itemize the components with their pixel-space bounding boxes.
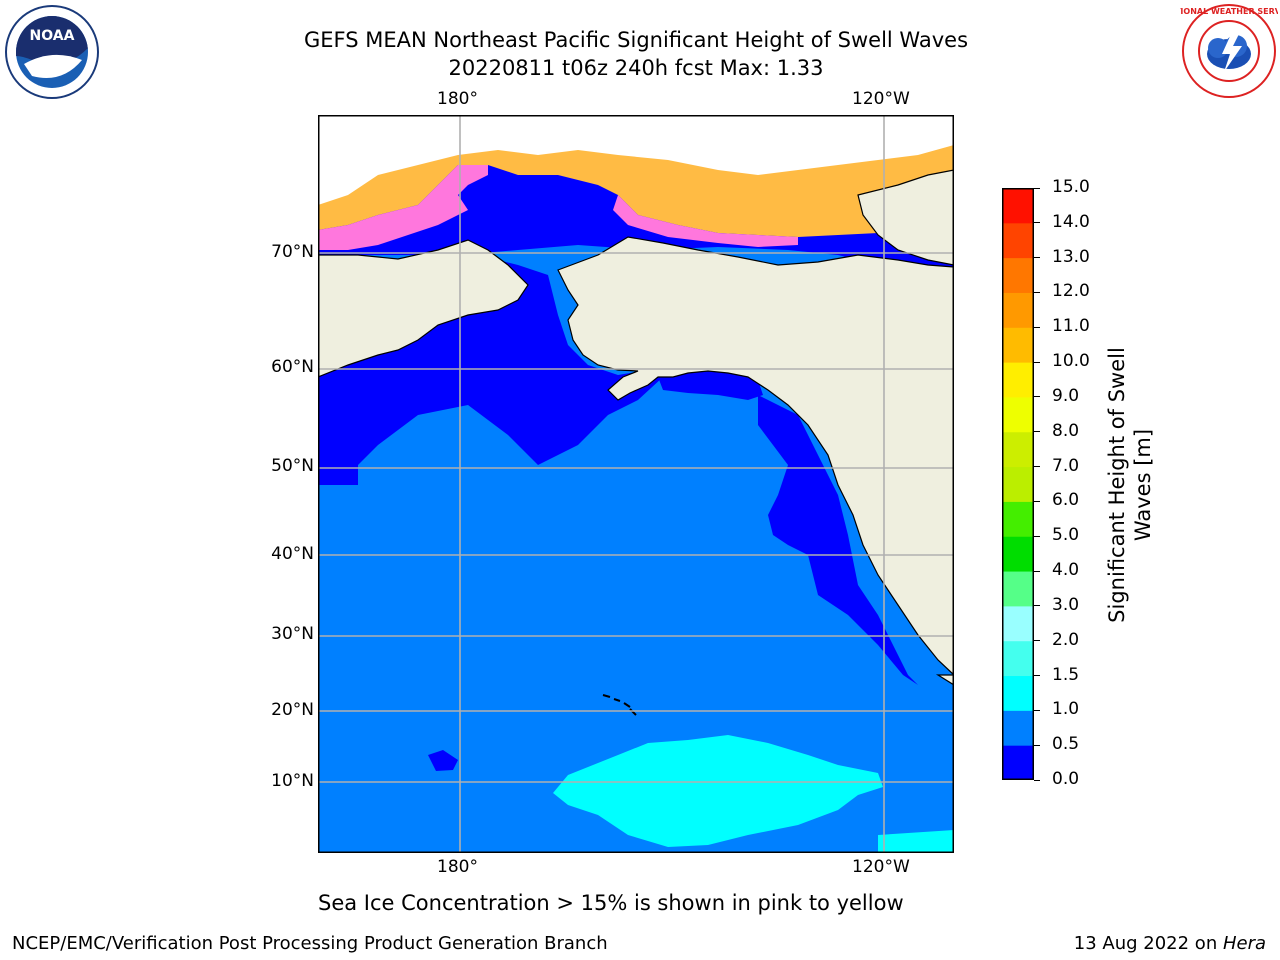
- nws-logo: NATIONAL WEATHER SERVICE: [1163, 2, 1280, 100]
- colorbar-tick-label: 2.0: [1052, 629, 1080, 650]
- colorbar-segment: [1002, 466, 1034, 502]
- colorbar-tick-label: 0.0: [1052, 769, 1080, 789]
- land-hawaii: [602, 694, 637, 716]
- colorbar-tick-mark: [1034, 187, 1040, 189]
- sea-ice-pink-east: [613, 195, 798, 247]
- lat-label-20n: 20°N: [271, 700, 314, 720]
- land-mexico: [935, 674, 954, 686]
- page-title: GEFS MEAN Northeast Pacific Significant …: [303, 28, 969, 52]
- high-swell-tropics: [553, 735, 883, 847]
- footer-host: Hera: [1222, 933, 1266, 954]
- colorbar-border: [1002, 188, 1034, 780]
- colorbar-tick-mark: [1034, 640, 1040, 642]
- colorbar-tick-mark: [1034, 257, 1040, 259]
- colorbar-tick-mark: [1034, 709, 1040, 711]
- colorbar-tick-label: 15.0: [1052, 177, 1090, 197]
- colorbar: [1002, 188, 1034, 781]
- colorbar-tick-mark: [1034, 570, 1040, 572]
- colorbar-label-line1: Significant Height of Swell: [1105, 347, 1129, 623]
- colorbar-tick-mark: [1034, 744, 1040, 746]
- colorbar-segment: [1002, 710, 1034, 746]
- noaa-logo-text: NOAA: [30, 28, 75, 44]
- colorbar-segment: [1002, 571, 1034, 607]
- colorbar-tick-label: 14.0: [1052, 211, 1090, 232]
- colorbar-tick-label: 6.0: [1052, 490, 1080, 511]
- low-swell-gulf-alaska: [658, 371, 763, 400]
- colorbar-segment: [1002, 222, 1034, 259]
- colorbar-tick-label: 0.5: [1052, 734, 1080, 755]
- colorbar-tick-label: 8.0: [1052, 420, 1080, 441]
- colorbar-segment: [1002, 257, 1034, 293]
- colorbar-tick-label: 1.5: [1052, 664, 1080, 685]
- noaa-logo: NOAA: [2, 4, 102, 100]
- footer-date: 13 Aug 2022 on: [1073, 933, 1223, 954]
- lon-label-top-120w: 120°W: [852, 89, 910, 109]
- colorbar-segment: [1002, 327, 1034, 363]
- colorbar-tick-mark: [1034, 535, 1040, 537]
- colorbar-tick-mark: [1034, 605, 1040, 607]
- lon-label-top-180: 180°: [437, 89, 478, 109]
- colorbar-svg: [1002, 188, 1034, 781]
- colorbar-tick-label: 4.0: [1052, 560, 1080, 581]
- colorbar-tick-mark: [1034, 291, 1040, 293]
- page-subtitle: 20220811 t06z 240h fcst Max: 1.33: [448, 56, 824, 80]
- colorbar-segment: [1002, 292, 1034, 328]
- colorbar-tick-label: 13.0: [1052, 246, 1090, 267]
- colorbar-tick-mark: [1034, 500, 1040, 502]
- sea-ice-note: Sea Ice Concentration > 15% is shown in …: [318, 891, 904, 915]
- map-panel: [318, 115, 954, 853]
- lon-label-bottom-180: 180°: [437, 857, 478, 877]
- colorbar-label-line2: Waves [m]: [1131, 428, 1155, 542]
- lat-label-40n: 40°N: [271, 544, 314, 564]
- colorbar-tick-label: 10.0: [1052, 351, 1090, 372]
- colorbar-segment: [1002, 501, 1034, 537]
- lat-label-70n: 70°N: [271, 242, 314, 262]
- map-svg: [318, 115, 954, 853]
- high-swell-se-corner: [878, 830, 954, 853]
- colorbar-tick-mark: [1034, 326, 1040, 328]
- nws-logo-text: NATIONAL WEATHER SERVICE: [1180, 7, 1278, 16]
- colorbar-tick-label: 12.0: [1052, 281, 1090, 302]
- colorbar-segment: [1002, 188, 1034, 224]
- footer-left: NCEP/EMC/Verification Post Processing Pr…: [12, 933, 608, 954]
- footer-right: 13 Aug 2022 on Hera: [1074, 933, 1266, 954]
- colorbar-tick-mark: [1034, 779, 1040, 781]
- lat-label-60n: 60°N: [271, 357, 314, 377]
- colorbar-tick-label: 3.0: [1052, 594, 1080, 615]
- colorbar-tick-label: 9.0: [1052, 385, 1080, 406]
- colorbar-tick-mark: [1034, 675, 1040, 677]
- colorbar-tick-mark: [1034, 361, 1040, 363]
- colorbar-segment: [1002, 536, 1034, 572]
- land-alaska: [557, 236, 954, 676]
- colorbar-segment: [1002, 605, 1034, 642]
- low-swell-hawaii: [428, 750, 458, 771]
- colorbar-segment: [1002, 745, 1034, 781]
- gridlines: [318, 115, 954, 853]
- map-border: [318, 115, 954, 853]
- colorbar-tick-label: 11.0: [1052, 316, 1090, 337]
- land-siberia: [318, 239, 529, 378]
- lat-label-10n: 10°N: [271, 771, 314, 791]
- colorbar-tick-label: 1.0: [1052, 699, 1080, 720]
- colorbar-segment: [1002, 640, 1034, 677]
- lon-label-bottom-120w: 120°W: [852, 857, 910, 877]
- colorbar-tick-mark: [1034, 222, 1040, 224]
- colorbar-tick-label: 7.0: [1052, 455, 1080, 476]
- land-canada-north: [857, 169, 954, 266]
- colorbar-segment: [1002, 675, 1034, 711]
- sea-ice-white: [318, 115, 954, 205]
- colorbar-tick-mark: [1034, 396, 1040, 398]
- colorbar-tick-label: 5.0: [1052, 525, 1080, 546]
- colorbar-tick-mark: [1034, 466, 1040, 468]
- colorbar-segment: [1002, 362, 1034, 398]
- lat-label-30n: 30°N: [271, 624, 314, 644]
- colorbar-ticks: 0.0 0.5 1.0 1.5 2.0 3.0 4.0 5.0 6.0 7.0 8.0 9.0 10.0…: [1034, 177, 1106, 789]
- colorbar-segment: [1002, 396, 1034, 433]
- colorbar-tick-mark: [1034, 431, 1040, 433]
- sea-ice-pink: [318, 165, 488, 250]
- lat-label-50n: 50°N: [271, 456, 314, 476]
- colorbar-segment: [1002, 431, 1034, 468]
